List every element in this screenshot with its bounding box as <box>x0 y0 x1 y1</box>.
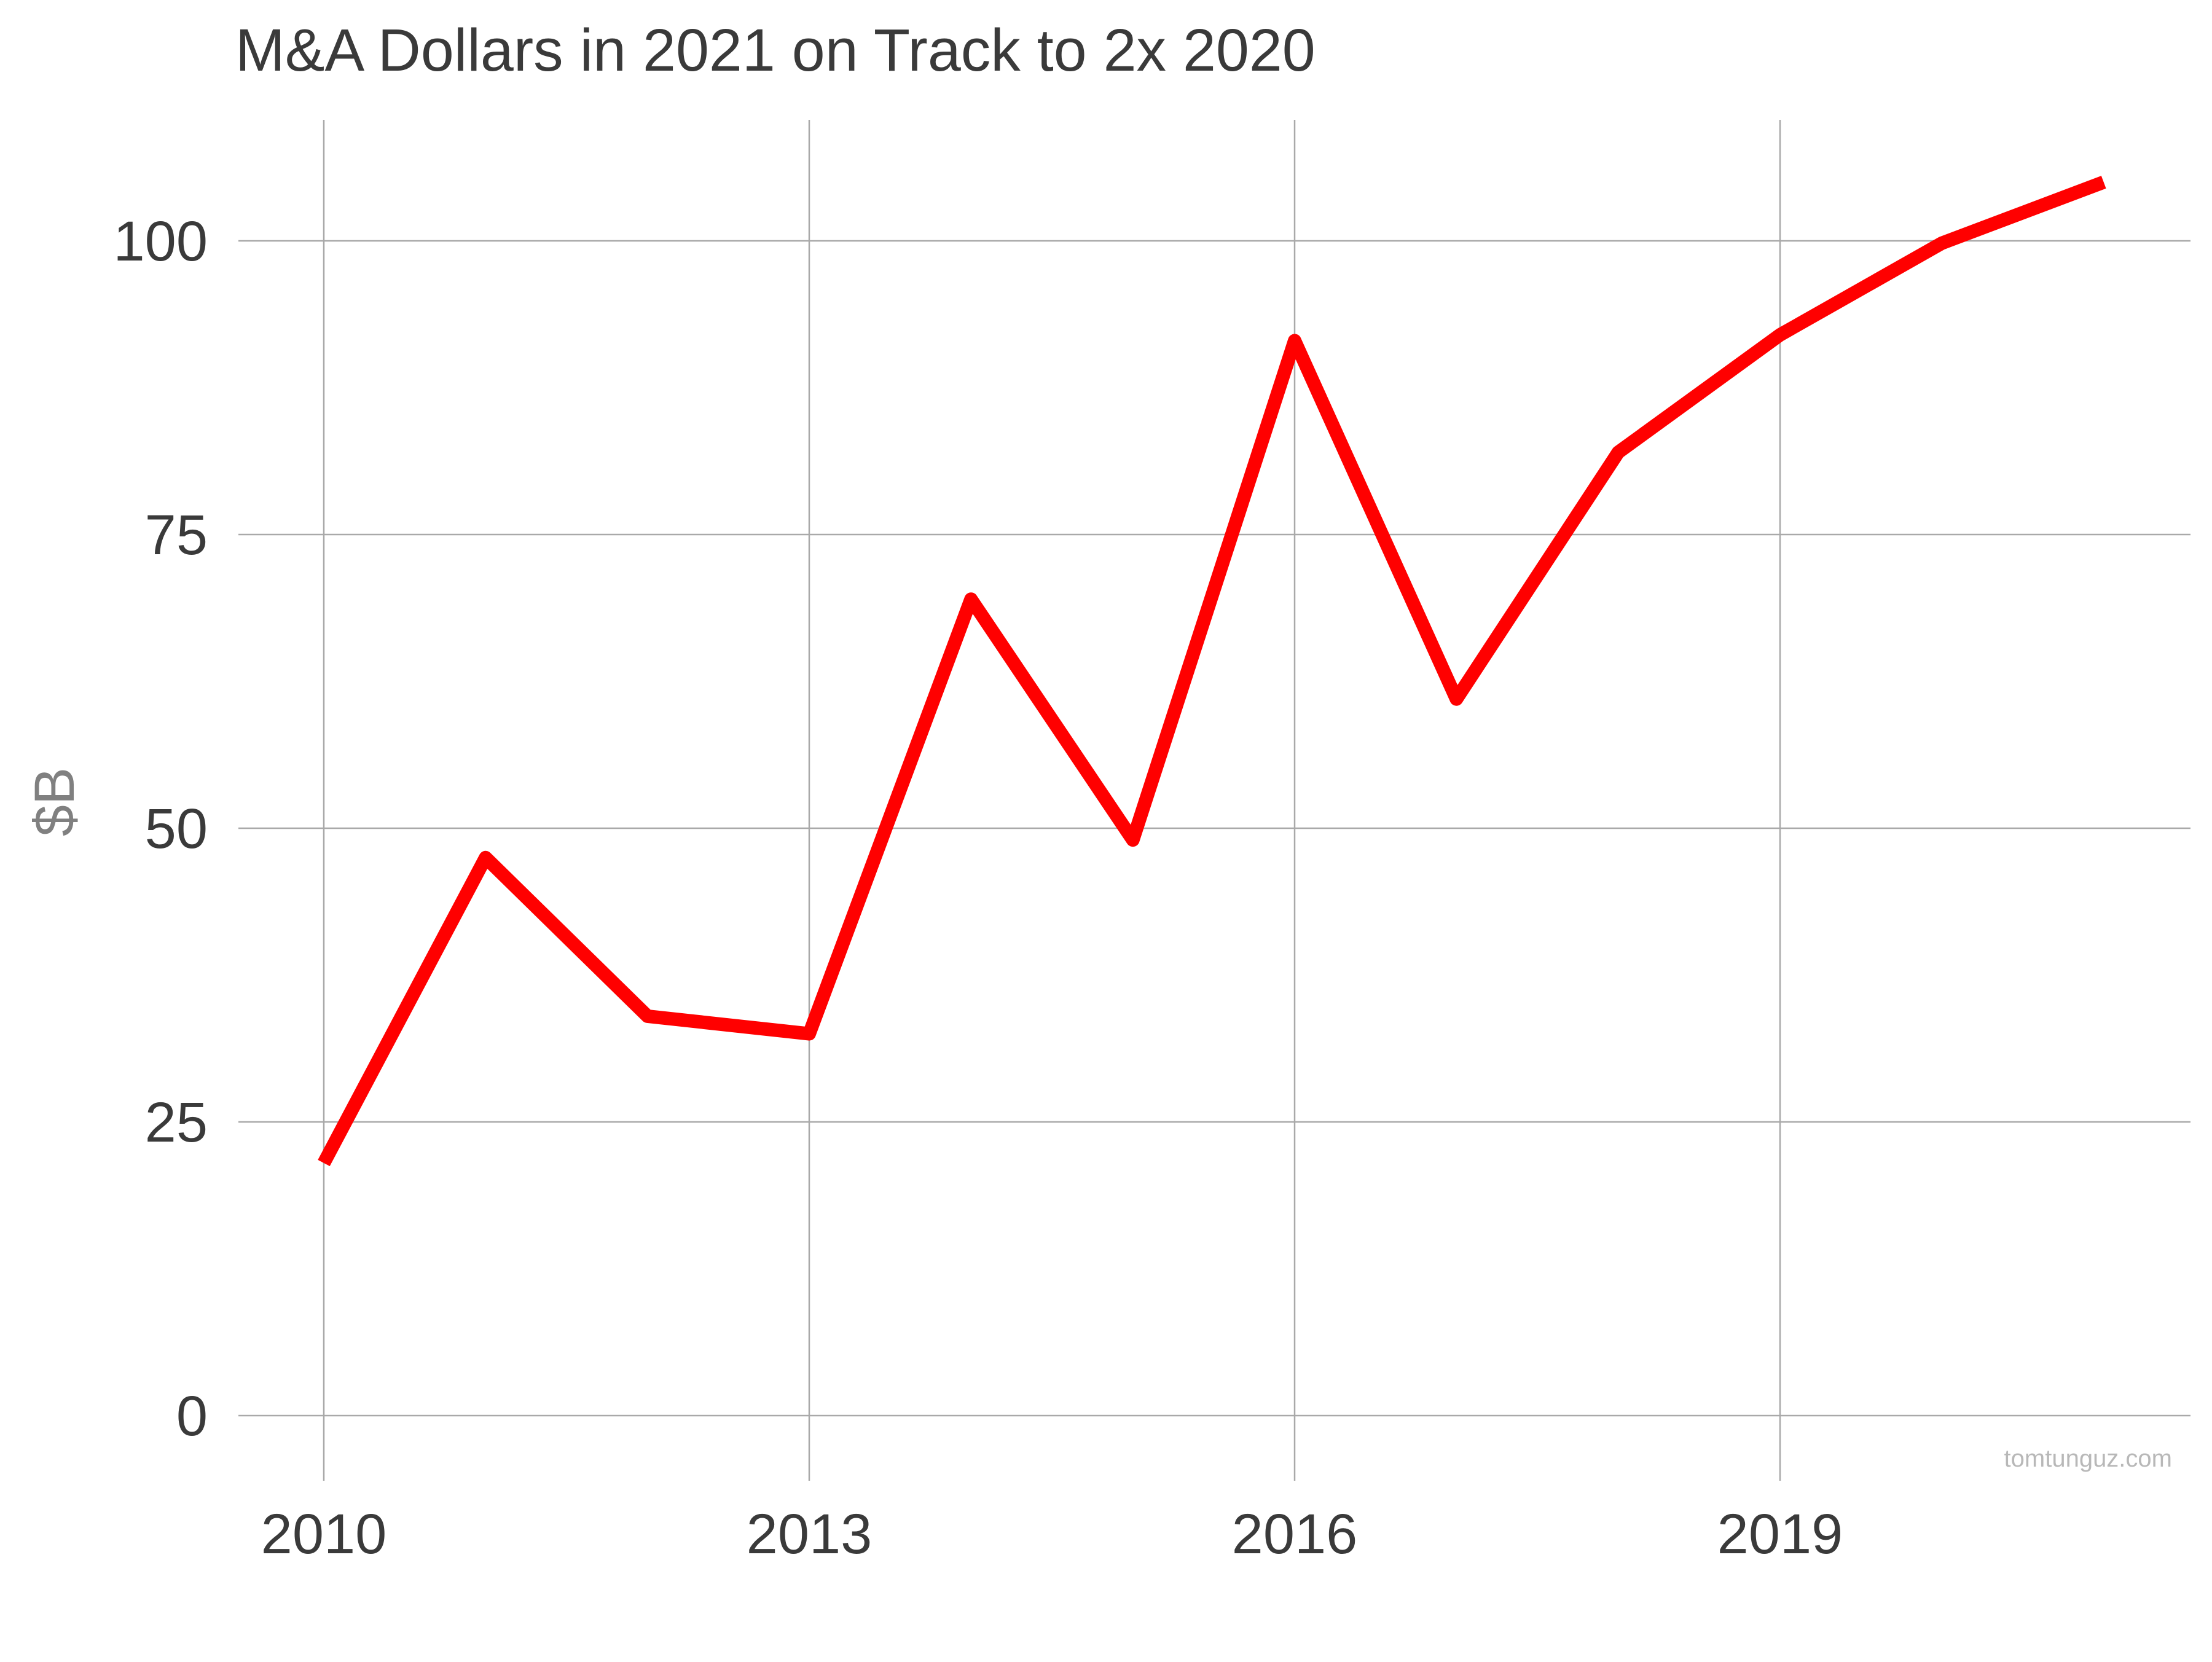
series-line <box>318 176 2106 1167</box>
y-tick-label: 50 <box>145 798 208 860</box>
axis-layer: 0 25 50 75 100 2010 2013 2016 2019 <box>114 210 1843 1566</box>
y-tick-label: 25 <box>145 1091 208 1154</box>
grid-layer <box>238 120 2190 1481</box>
x-tick-label: 2019 <box>1717 1503 1843 1566</box>
x-tick-label: 2013 <box>747 1503 873 1566</box>
x-tick-label: 2016 <box>1232 1503 1358 1566</box>
y-tick-label: 75 <box>145 504 208 566</box>
y-axis-label: $B <box>23 767 86 837</box>
series-layer <box>318 176 2106 1167</box>
x-tick-label: 2010 <box>261 1503 387 1566</box>
watermark: tomtunguz.com <box>2004 1445 2172 1472</box>
y-tick-label: 100 <box>114 210 208 273</box>
chart-title: M&A Dollars in 2021 on Track to 2x 2020 <box>235 17 1316 84</box>
y-tick-label: 0 <box>176 1385 208 1448</box>
